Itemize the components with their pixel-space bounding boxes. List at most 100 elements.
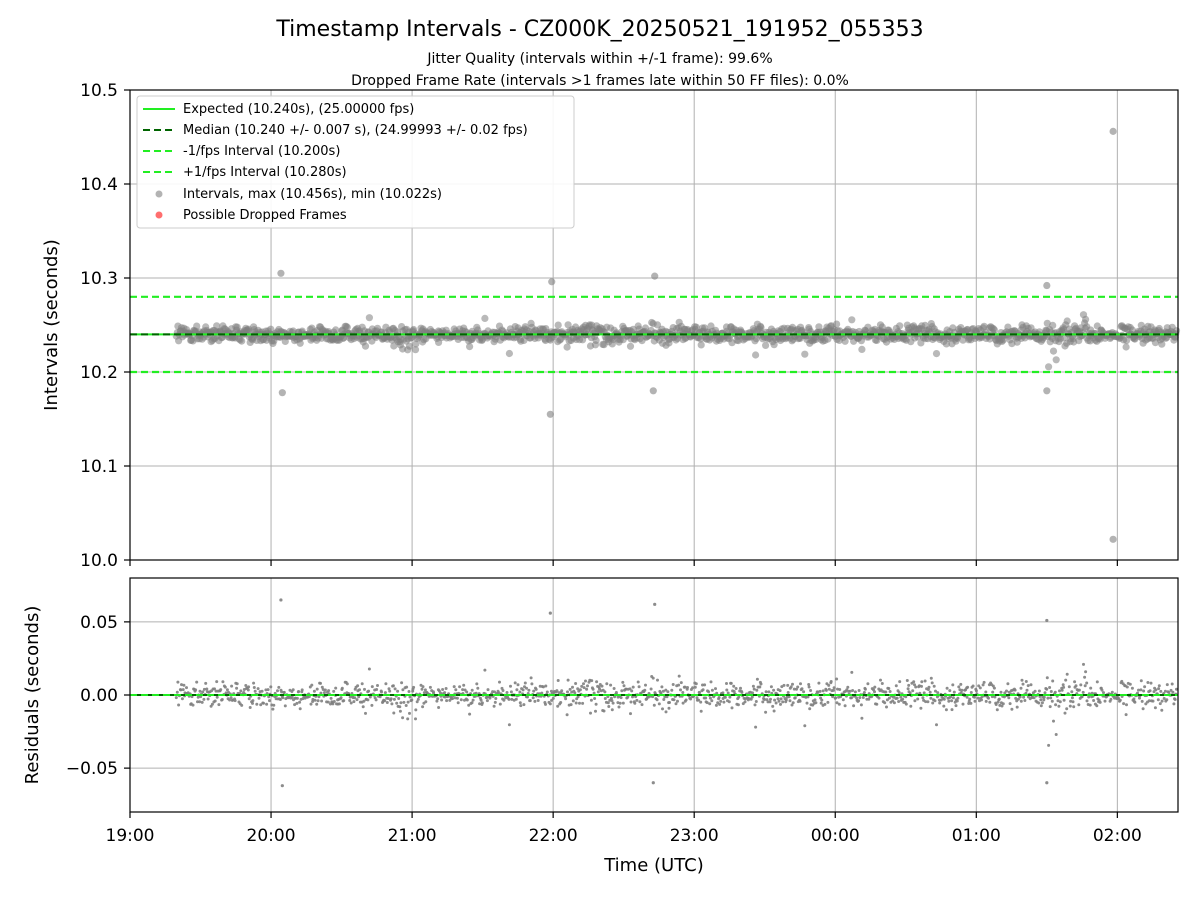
residual-point xyxy=(1151,699,1155,703)
residual-point xyxy=(391,684,395,688)
intervals-y-tick-label: 10.5 xyxy=(80,81,118,101)
interval-point xyxy=(365,314,373,322)
residual-point xyxy=(1171,690,1175,694)
residual-point xyxy=(1159,689,1163,693)
residual-point xyxy=(544,702,547,706)
residual-point xyxy=(465,698,469,702)
residual-point xyxy=(568,687,572,691)
residual-point xyxy=(387,687,391,691)
residual-point xyxy=(194,688,198,692)
residual-point xyxy=(664,710,668,714)
residual-point xyxy=(684,698,688,702)
residual-point xyxy=(1032,696,1036,700)
residual-point xyxy=(929,696,933,700)
residual-point xyxy=(176,680,180,684)
residual-point xyxy=(610,708,614,712)
residual-point xyxy=(899,695,903,699)
residual-point xyxy=(355,698,359,702)
residual-point xyxy=(319,691,323,695)
residual-point xyxy=(297,690,301,693)
residual-point xyxy=(1054,733,1058,736)
residual-point xyxy=(631,695,634,699)
residual-point xyxy=(897,700,901,703)
residual-point xyxy=(1045,676,1049,680)
residual-point xyxy=(574,682,578,685)
residual-point xyxy=(175,690,179,694)
residual-point xyxy=(342,699,346,703)
residual-point xyxy=(452,685,456,689)
residual-point xyxy=(957,685,961,689)
residual-point xyxy=(1077,688,1081,692)
residuals-panel: −0.05 0.00 0.05 19:00 20:00 21:00 22:00 23:00 0… xyxy=(22,577,1179,876)
residual-point xyxy=(383,699,387,703)
residual-point xyxy=(652,703,656,707)
residual-point xyxy=(594,709,597,713)
residual-point xyxy=(817,681,821,685)
residual-point xyxy=(246,688,250,692)
x-tick-label: 02:00 xyxy=(1093,826,1142,846)
residual-point xyxy=(755,677,759,681)
residual-point xyxy=(295,701,299,705)
residual-point xyxy=(848,689,852,693)
residual-point xyxy=(509,684,512,688)
residual-point xyxy=(1147,699,1151,703)
residual-point xyxy=(1143,685,1147,689)
residual-point xyxy=(532,689,536,693)
residual-point xyxy=(421,685,425,689)
residual-point xyxy=(1098,700,1102,704)
interval-point xyxy=(932,350,941,358)
residual-point xyxy=(1146,681,1150,684)
residual-point xyxy=(952,690,956,694)
residual-point xyxy=(424,700,428,704)
residual-point xyxy=(789,685,793,689)
residual-point xyxy=(507,697,511,701)
residual-point xyxy=(956,696,960,700)
residual-point xyxy=(1016,697,1020,701)
residual-point xyxy=(609,683,613,687)
residual-point xyxy=(521,688,525,692)
residual-point xyxy=(251,701,254,705)
residual-point xyxy=(1042,698,1046,702)
residual-point xyxy=(398,709,402,713)
residual-point xyxy=(681,691,685,694)
residual-point xyxy=(897,691,901,694)
residual-point xyxy=(1139,679,1143,683)
residual-point xyxy=(929,676,933,680)
residual-point xyxy=(722,700,726,704)
residual-point xyxy=(1049,690,1053,693)
residual-point xyxy=(339,696,343,700)
interval-point xyxy=(1049,321,1057,329)
x-tick-label: 23:00 xyxy=(670,826,719,846)
interval-point xyxy=(762,341,770,349)
residual-point xyxy=(545,690,549,694)
residual-point xyxy=(620,689,624,693)
residual-point xyxy=(1021,682,1025,686)
residual-point xyxy=(779,697,783,701)
residual-point xyxy=(471,698,475,702)
residual-point xyxy=(931,701,935,705)
residual-point xyxy=(1163,689,1167,693)
residual-point xyxy=(857,699,861,703)
residual-point xyxy=(388,689,392,693)
residual-point xyxy=(701,688,705,692)
residual-point xyxy=(198,689,202,693)
residual-point xyxy=(892,695,895,699)
residual-point xyxy=(463,688,467,692)
residual-point xyxy=(715,691,719,695)
residual-point xyxy=(880,682,884,685)
residual-point xyxy=(767,690,771,694)
residual-point xyxy=(578,688,582,692)
residual-point xyxy=(814,701,818,705)
residual-point xyxy=(435,699,439,703)
residual-point xyxy=(1070,690,1074,694)
residual-point xyxy=(529,676,533,680)
residual-point xyxy=(708,696,712,700)
residual-point xyxy=(1083,675,1087,679)
residual-point xyxy=(884,690,888,694)
residual-point xyxy=(283,704,287,708)
interval-point xyxy=(1122,337,1131,345)
residual-point xyxy=(408,695,412,699)
intervals-y-tick-label: 10.2 xyxy=(80,363,118,383)
residual-point xyxy=(536,699,540,702)
residual-point xyxy=(467,703,471,707)
